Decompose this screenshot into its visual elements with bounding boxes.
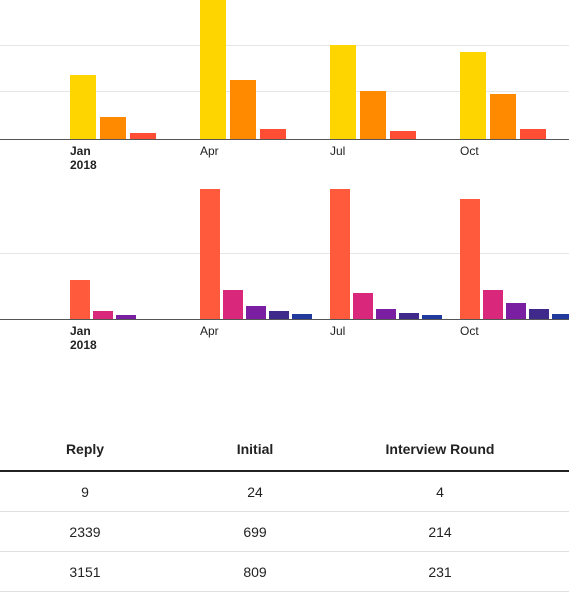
- chart2-xlabel: Jul: [330, 324, 345, 338]
- chart1-bar: [200, 0, 226, 139]
- chart1-bar: [70, 75, 96, 139]
- chart1-bar: [490, 94, 516, 139]
- data-table: ReplyInitialInterview RoundFoll924423396…: [0, 428, 569, 592]
- chart2-xlabel: Oct: [460, 324, 479, 338]
- chart2: Jan 2018 Apr Jul Oct: [0, 190, 569, 358]
- chart1-bar: [460, 52, 486, 139]
- table-cell: 231: [340, 564, 540, 580]
- chart1-xlabel: Oct: [460, 144, 479, 158]
- chart2-bar: [246, 306, 266, 319]
- chart2-bar: [269, 311, 289, 319]
- chart2-bar: [422, 315, 442, 319]
- table-header-row: ReplyInitialInterview RoundFoll: [0, 428, 569, 472]
- chart2-bar: [200, 189, 220, 319]
- chart2-xlabel: Apr: [200, 324, 219, 338]
- table-cell: 809: [170, 564, 340, 580]
- chart2-bar: [353, 293, 373, 319]
- table-header-cell: Initial: [170, 441, 340, 457]
- table-row: 9244: [0, 472, 569, 512]
- chart1-xlabels: Jan 2018 Apr Jul Oct: [0, 140, 569, 178]
- chart2-bars: [0, 190, 569, 319]
- chart2-bar: [506, 303, 526, 319]
- chart2-xlabel: Jan 2018: [70, 324, 97, 352]
- table-row: 2339699214: [0, 512, 569, 552]
- chart1-bar: [130, 133, 156, 139]
- chart1-bar: [100, 117, 126, 139]
- chart2-bar: [93, 311, 113, 319]
- table-row: 3151809231: [0, 552, 569, 592]
- chart1-bar: [260, 129, 286, 139]
- chart1-bars: [0, 0, 569, 139]
- table-cell: 4: [340, 484, 540, 500]
- chart1-bar: [390, 131, 416, 139]
- chart1-bar: [330, 45, 356, 139]
- chart2-bar: [483, 290, 503, 319]
- chart2-bar: [399, 313, 419, 320]
- table-cell: 214: [340, 524, 540, 540]
- chart1-xlabel: Apr: [200, 144, 219, 158]
- chart2-bar: [529, 309, 549, 319]
- chart2-bar: [552, 314, 569, 319]
- chart2-bar: [223, 290, 243, 319]
- table-header-cell: Foll: [540, 441, 569, 457]
- chart2-bar: [116, 315, 136, 319]
- table-header-cell: Interview Round: [340, 441, 540, 457]
- chart2-bar: [292, 314, 312, 319]
- chart2-bar: [376, 309, 396, 319]
- chart1: Jan 2018 Apr Jul Oct: [0, 0, 569, 178]
- table-cell: 3151: [0, 564, 170, 580]
- table-cell: 699: [170, 524, 340, 540]
- chart2-bar: [70, 280, 90, 319]
- chart1-bar: [230, 80, 256, 139]
- chart2-bar: [460, 199, 480, 319]
- chart2-plot: [0, 190, 569, 320]
- chart1-plot: [0, 0, 569, 140]
- chart2-xlabels: Jan 2018 Apr Jul Oct: [0, 320, 569, 358]
- chart1-bar: [360, 91, 386, 139]
- chart2-bar: [330, 189, 350, 319]
- chart1-xlabel: Jul: [330, 144, 345, 158]
- chart1-xlabel: Jan 2018: [70, 144, 97, 172]
- table-cell: 2339: [0, 524, 170, 540]
- table-header-cell: Reply: [0, 441, 170, 457]
- table-cell: 24: [170, 484, 340, 500]
- chart1-bar: [520, 129, 546, 139]
- table-cell: 9: [0, 484, 170, 500]
